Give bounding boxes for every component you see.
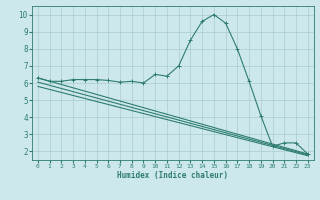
X-axis label: Humidex (Indice chaleur): Humidex (Indice chaleur) [117, 171, 228, 180]
